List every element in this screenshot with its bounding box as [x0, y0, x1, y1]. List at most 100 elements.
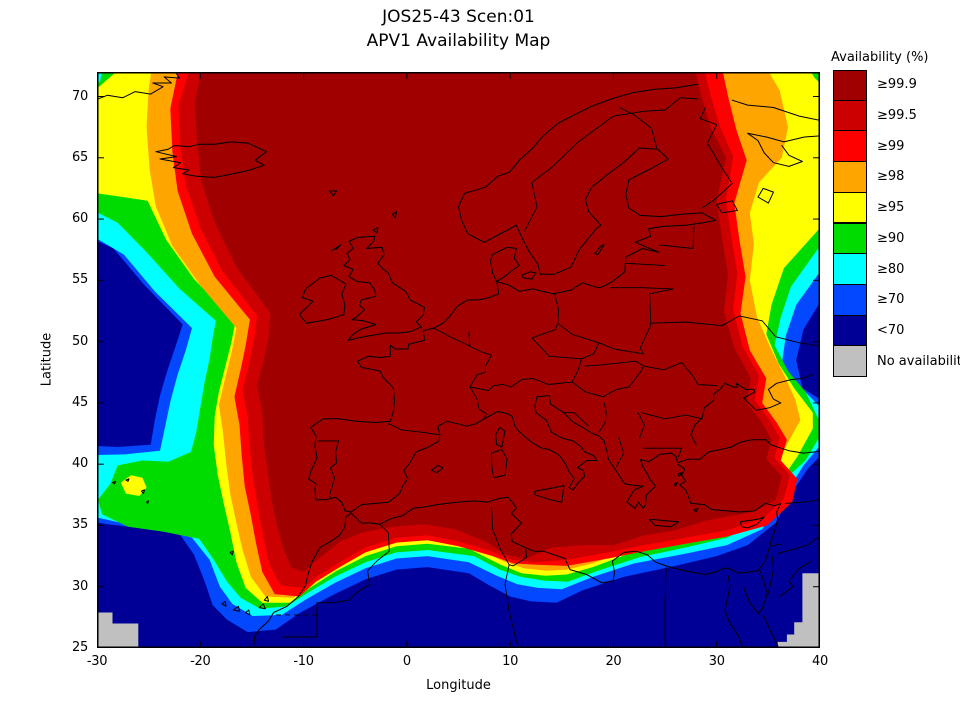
x-tick-label-0: 0	[402, 654, 411, 669]
coastline-canary-4	[258, 603, 266, 610]
coastline-zealand	[521, 271, 537, 280]
border-turkey-syria	[784, 499, 820, 504]
border-latvia-lithuania	[624, 262, 666, 267]
coastline-greenland	[97, 72, 181, 100]
coastline-lake-ladoga	[716, 200, 738, 214]
coastline-shetland	[391, 211, 397, 219]
legend-label-8: <70	[877, 322, 905, 338]
coastline-sinai-gulfs	[743, 587, 768, 615]
border-germany-west	[468, 331, 493, 373]
legend-swatch-7	[833, 283, 867, 316]
border-czech-austria	[531, 337, 600, 360]
border-western-sahara-south	[282, 614, 318, 638]
x-tick-label--30: -30	[86, 654, 108, 669]
coastline-africa-levant	[252, 463, 782, 648]
legend-swatch-2	[833, 130, 867, 163]
coastline-azores-1	[112, 480, 117, 485]
coastline-azores-2	[125, 478, 130, 482]
region-ge99_9-darkred	[195, 72, 782, 572]
y-tick-label-30: 30	[72, 578, 88, 594]
coastline-gotland	[594, 244, 605, 256]
coastline-sardinia	[491, 449, 508, 479]
coastline-lesbos	[677, 472, 683, 477]
figure-title-line2: APV1 Availability Map	[366, 31, 551, 51]
border-serbia-bulgaria	[637, 412, 645, 439]
legend-title: Availability (%)	[831, 50, 929, 65]
x-tick-label--10: -10	[293, 654, 314, 669]
coastline-lake-onega	[757, 187, 774, 204]
y-tick-label-35: 35	[72, 517, 88, 533]
border-croatia-bosnia	[563, 412, 589, 427]
coastline-canary-5	[263, 596, 269, 602]
figure-title-line1: JOS25-43 Scen:01	[382, 7, 535, 27]
y-tick-label-60: 60	[72, 211, 88, 227]
border-morocco-algeria	[316, 523, 390, 615]
y-tick-label-70: 70	[72, 88, 88, 104]
coastline-azores-3	[140, 489, 145, 495]
coastline-great-britain	[343, 235, 425, 341]
coastline-faroe	[328, 190, 338, 197]
border-lebanon-syria	[770, 543, 782, 547]
legend-label-7: ≥70	[877, 292, 905, 308]
coastline-kola-coast	[731, 99, 820, 121]
x-tick-label--20: -20	[190, 654, 211, 669]
legend-swatch-8	[833, 314, 867, 347]
border-serbia-bosnia	[598, 402, 607, 433]
border-bulgaria-greece-turkey	[643, 447, 683, 457]
border-estonia-russia	[692, 226, 695, 249]
coastline-sicily	[534, 485, 565, 503]
coastline-continental-europe	[308, 83, 820, 513]
border-finland-russia	[699, 107, 733, 209]
coastline-iceland	[155, 141, 267, 178]
border-tunisia-libya	[508, 547, 528, 567]
y-tick-label-45: 45	[72, 394, 88, 410]
y-tick-label-50: 50	[72, 333, 88, 349]
x-axis-label: Longitude	[426, 678, 491, 693]
border-poland-germany	[554, 293, 560, 324]
legend-label-2: ≥99	[877, 138, 905, 154]
border-macedonia-albania	[616, 437, 625, 467]
border-poland-east	[639, 293, 652, 355]
se-corner-gray	[777, 573, 820, 648]
legend-swatch-0	[833, 70, 867, 101]
border-jordan-saudi	[779, 560, 812, 597]
coastline-madeira	[229, 550, 234, 556]
coastline-chios	[673, 482, 678, 487]
border-norway-sweden	[524, 97, 699, 232]
border-romania-ukraine-moldova	[643, 362, 718, 387]
y-tick-label-65: 65	[72, 149, 88, 165]
border-alps-borders	[469, 358, 582, 392]
coastline-rhodes	[693, 507, 699, 513]
legend-swatch-3	[833, 161, 867, 193]
coastline-mallorca	[431, 464, 444, 474]
coastline-crete	[649, 518, 679, 528]
y-tick-label-25: 25	[72, 640, 88, 655]
border-sweden-finland	[619, 107, 658, 149]
legend-label-4: ≥95	[877, 200, 905, 216]
coastline-orkney	[372, 227, 379, 233]
border-estonia-latvia	[658, 244, 694, 249]
legend-label-1: ≥99.5	[877, 108, 917, 124]
coastline-hebrides	[331, 244, 342, 252]
plot-frame	[97, 72, 820, 648]
coastline-white-sea	[747, 132, 820, 167]
border-spain-portugal	[317, 440, 340, 499]
x-tick-label-30: 30	[708, 654, 725, 669]
y-tick-label-55: 55	[72, 272, 88, 288]
border-israel-jordan	[767, 556, 774, 595]
border-france-italy-swiss	[469, 371, 487, 418]
coastline-canary-3	[245, 609, 251, 616]
x-tick-label-20: 20	[605, 654, 622, 669]
coastline-ireland	[298, 274, 347, 324]
border-belgium-france	[433, 327, 471, 347]
coastline-corsica	[495, 426, 506, 448]
legend-label-0: ≥99.9	[877, 77, 917, 93]
coastline-azores-4	[146, 500, 150, 504]
map-plot-area	[97, 72, 820, 648]
coastline-cyprus	[740, 516, 765, 529]
legend-label-9: No availability	[877, 353, 960, 369]
coastline-canary-2	[232, 605, 240, 612]
legend-label-5: ≥90	[877, 230, 905, 246]
border-algeria-libya	[504, 564, 520, 648]
border-ukraine-belarus-russia	[650, 315, 820, 347]
